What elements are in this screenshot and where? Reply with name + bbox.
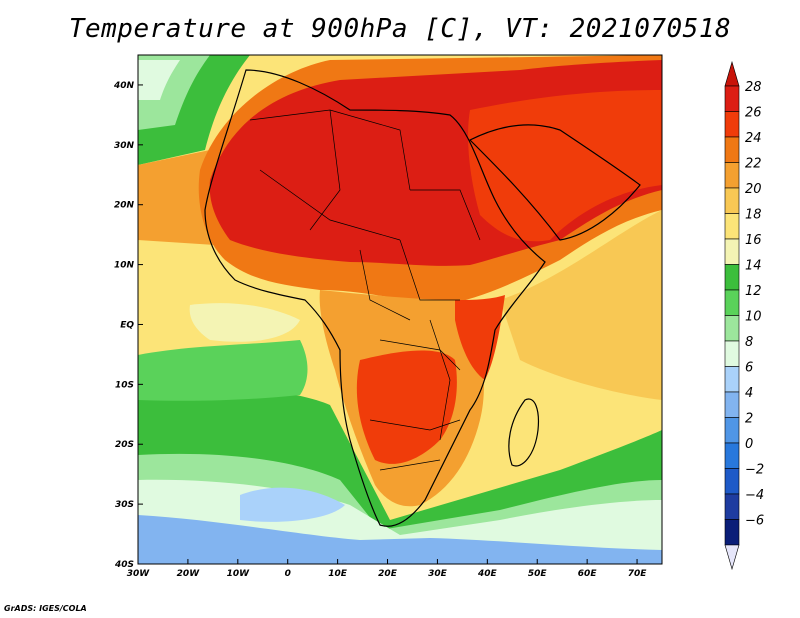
colorbar-swatch [724,85,740,112]
lat-tick-label: 10N [114,261,135,271]
colorbar-label: 2 [745,412,753,427]
colorbar-swatch [724,187,740,214]
lat-tick-label: 30N [114,141,135,151]
lon-tick-label: 10W [227,569,251,579]
lat-tick-label: 40S [114,560,134,570]
map-frame [137,54,663,565]
colorbar-swatch [724,162,740,189]
colorbar-label: −6 [745,514,764,529]
colorbar-label: −2 [745,463,764,478]
field-indian-ocean-warm [500,210,662,400]
colorbar-swatch [724,519,740,546]
lat-tick-label: 40N [113,81,135,91]
field-southern-africa-hot [356,350,457,464]
lon-tick-label: 0 [285,569,291,579]
colorbar-swatch [724,340,740,367]
colorbar-label: 10 [745,310,762,325]
arabian-peninsula-outline [468,124,641,241]
colorbar-label: 20 [745,182,762,197]
colorbar-label: 12 [745,284,762,299]
field-w-atlantic-orange [138,150,215,245]
lon-tick-label: 30E [428,569,448,579]
colorbar-label: 16 [745,233,762,248]
field-southwest-blue-patch [240,487,345,522]
lon-tick-label: 30W [127,569,151,579]
field-east-africa-hot [455,295,505,380]
lon-tick-label: 20E [378,569,398,579]
madagascar-outline [508,398,540,467]
lon-tick-label: 70E [628,569,648,579]
field-nw-atlantic-light [138,60,180,100]
colorbar-swatch [724,391,740,418]
colorbar-label: 14 [745,259,762,274]
grads-credit: GrADS: IGES/COLA [4,604,87,613]
colorbar-swatch [724,493,740,520]
lat-tick-label: 20N [114,201,135,211]
colorbar-label: 26 [745,106,762,121]
colorbar-swatch [724,213,740,240]
lat-tick-label: 20S [115,440,134,450]
lat-tick-label: 30S [115,500,134,510]
colorbar-swatch [724,289,740,316]
colorbar-swatch [724,238,740,265]
lon-tick-label: 40E [477,569,498,579]
lat-tick-label: 10S [115,380,134,390]
colorbar-overflow-arrow [724,60,740,87]
field-gulf-guinea-pale [189,303,300,342]
longitude-axis: 30W 20W 10W 0 10E 20E 30E 40E 50E 60E 70E [127,559,647,579]
colorbar-label: 0 [745,437,753,452]
latitude-axis: 40N 30N 20N 10N EQ 10S 20S 30S 40S [113,81,143,570]
africa-coastline [204,69,546,527]
colorbar-swatch [724,366,740,393]
lon-tick-label: 10E [328,569,348,579]
colorbar-swatch [724,468,740,495]
colorbar-label: 28 [745,80,762,95]
colorbar-swatch [724,417,740,444]
map-title: Temperature at 900hPa [C], VT: 202107051… [68,14,732,44]
colorbar-label: 24 [745,131,762,146]
colorbar-label: 18 [745,208,762,223]
field-arabia-hot [468,90,662,242]
lon-tick-label: 20W [177,569,201,579]
colorbar-label: −4 [745,488,764,503]
lon-tick-label: 50E [528,569,548,579]
colorbar-swatch [724,315,740,342]
lat-tick-label: EQ [120,320,134,330]
colorbar-swatch [724,136,740,163]
colorbar-swatch [724,442,740,469]
lon-tick-label: 60E [578,569,598,579]
colorbar-swatch [724,264,740,291]
colorbar-swatch [724,111,740,138]
colorbar-label: 8 [745,335,753,350]
country-borders [249,109,481,471]
colorbar-label: 4 [745,386,753,401]
field-atlantic-green-tongue [138,340,308,401]
colorbar-label: 22 [745,157,762,172]
colorbar-label: 6 [745,361,753,376]
field-southern-band-blue [138,515,662,564]
colorbar-underflow-arrow [724,544,740,571]
